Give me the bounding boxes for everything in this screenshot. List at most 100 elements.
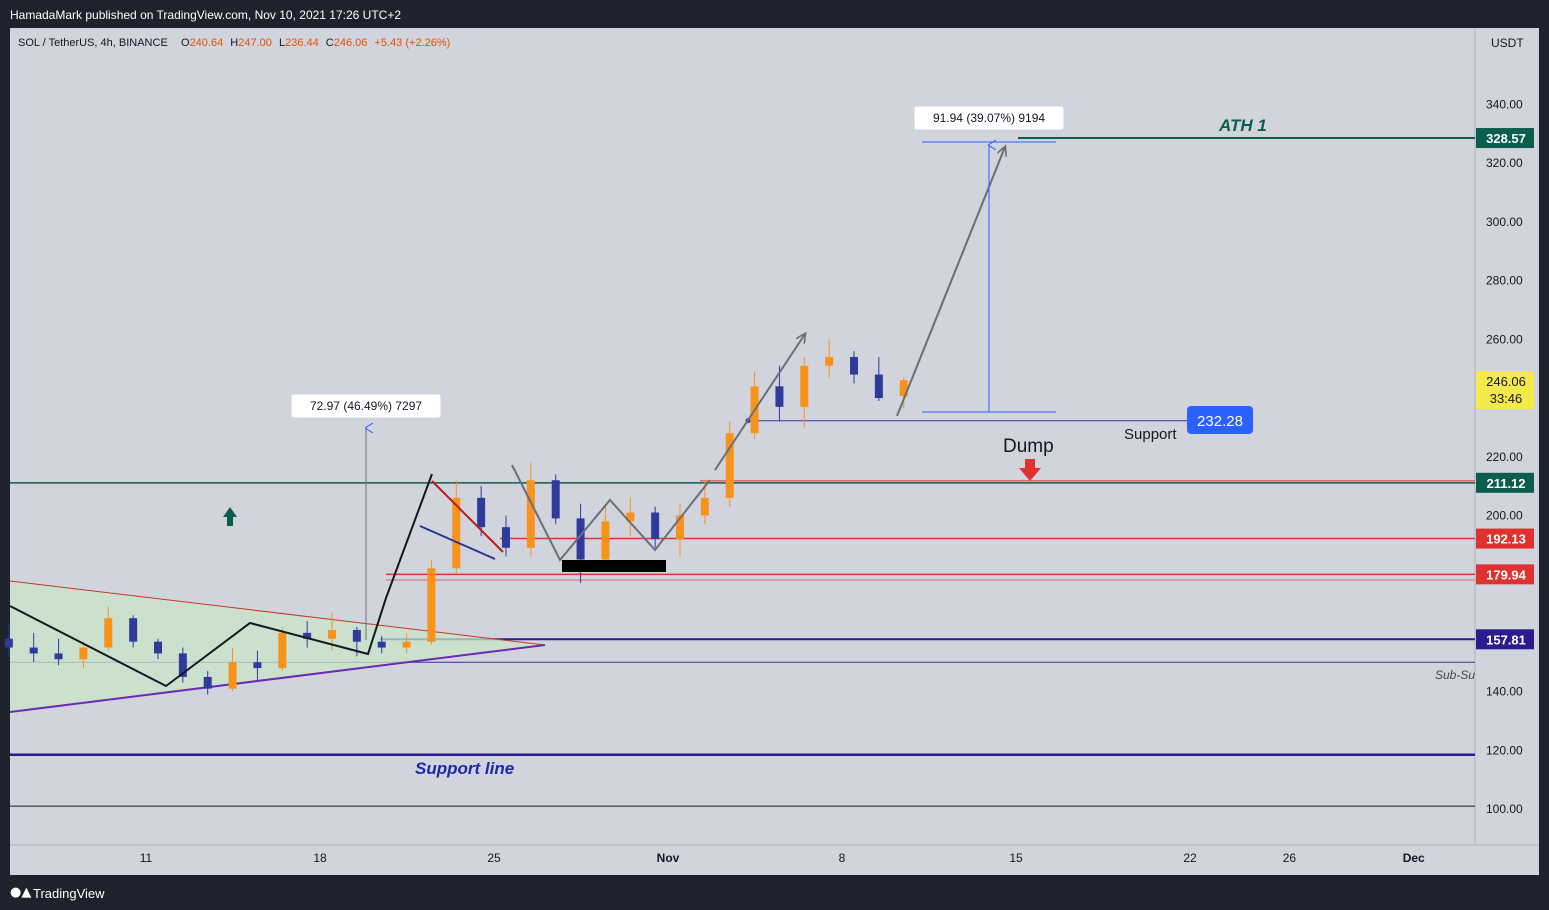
dump-label: Dump [1003,436,1054,457]
price-level-badge [1476,128,1534,149]
currency-label: USDT [1491,36,1524,50]
price-level-badge [1476,629,1534,650]
change-value: +5.43 (+2.26%) [374,37,450,49]
flag-lower-line [419,525,496,560]
y-tick-label: 280.00 [1486,274,1523,288]
candle-body [626,512,635,522]
candle-body [775,386,784,407]
zigzag-black [9,473,433,688]
black-zone [562,560,666,572]
triangle-fill [10,581,545,712]
zigzag-gray [511,464,711,562]
candle-body [800,365,809,407]
candle-body [278,632,287,669]
candle-body [79,647,88,660]
support-label: Support [1124,426,1177,443]
x-tick-label: 18 [313,851,327,865]
high-label: H [230,37,238,49]
x-tick-label: Dec [1403,851,1425,865]
price-level-badge [1476,472,1534,493]
publisher-text: HamadaMark published on TradingView.com,… [10,8,402,22]
candle-body [874,374,883,399]
triangle-upper-line [9,580,546,646]
ath-label: ATH 1 [1218,116,1267,135]
chart-frame [10,28,1539,875]
x-tick-label: 15 [1009,851,1023,865]
up-arrow-icon [223,507,237,526]
candle-body [328,629,336,639]
ohlc-label: O240.64 H247.00 L236.44 C246.06 +5.43 (+… [181,37,450,49]
publisher-bar: HamadaMark published on TradingView.com,… [0,0,1549,28]
measure-box-1[interactable] [290,393,442,419]
candle-body [676,515,684,539]
projection-arrow-2 [896,147,1005,417]
candle-body [129,618,138,642]
price-level-badge [1476,564,1534,585]
price-labels: 328.57 211.12 192.13 179.94 157.81 [1476,128,1534,650]
measure-text-1: 72.97 (46.49%) 7297 [310,399,422,413]
candle-body [203,676,212,689]
candle-body [228,662,237,689]
candle-body [402,641,411,648]
x-tick-label: 22 [1183,851,1197,865]
x-tick-label: 25 [487,851,501,865]
y-tick-label: 100.00 [1486,802,1523,816]
tradingview-logo-icon[interactable]: ●▲ [10,885,32,900]
projection-arrow-1 [714,334,805,471]
candle-body [452,497,461,569]
candle-body [601,521,610,560]
low-value: 236.44 [285,37,319,49]
candle-body [651,512,660,539]
candle-body [253,662,262,669]
y-tick-label: 200.00 [1486,508,1523,522]
measure-text-2: 91.94 (39.07%) 9194 [933,111,1045,125]
candle-body [725,433,734,498]
symbol-label: SOL / TetherUS, 4h, BINANCE [18,37,168,49]
open-label: O [181,37,190,49]
candle-body [178,653,187,677]
candle-body [502,527,510,548]
y-tick-label: 220.00 [1486,450,1523,464]
x-tick-label: 8 [839,851,846,865]
current-price-badge [1476,371,1534,409]
open-value: 240.64 [190,37,224,49]
level-lines [10,137,1475,807]
close-value: 246.06 [334,37,368,49]
y-tick-label: 340.00 [1486,98,1523,112]
x-tick-label: 26 [1283,851,1297,865]
candle-body [4,638,13,648]
candle-body [154,641,162,654]
price-level-text: 328.57 [1486,131,1526,146]
candle-body [352,629,361,642]
low-label: L [279,37,285,49]
candle-body [477,497,486,528]
price-level-text: 157.81 [1486,632,1526,647]
x-tick-label: 11 [140,851,153,865]
candle-body [850,356,858,375]
candle-body [899,380,908,397]
candle-body [54,653,63,660]
drawing-shapes [9,580,546,713]
support-price-badge[interactable] [1187,406,1253,434]
drawing-overlays [9,142,1056,688]
candle-body [576,518,585,560]
flag-upper-line [431,480,504,553]
candle-body [700,497,709,516]
price-level-text: 192.13 [1486,532,1526,547]
y-tick-label: 120.00 [1486,743,1523,757]
footer-bar: ●▲ TradingView [0,878,1549,910]
candle-body [551,480,560,519]
sub-support-label: Sub-Su [1435,668,1475,682]
close-label: C [326,37,334,49]
current-price-text: 246.06 [1486,374,1526,389]
axes: 340.00 320.00 300.00 280.00 260.00 220.00 200.… [140,98,1523,866]
price-level-text: 179.94 [1486,567,1527,582]
triangle-lower-line [9,644,546,713]
y-tick-label: 300.00 [1486,215,1523,229]
candle-body [825,356,834,366]
brand-name[interactable]: TradingView [33,886,105,901]
measure-box-2[interactable] [913,105,1065,131]
support-price-text: 232.28 [1197,413,1243,430]
high-value: 247.00 [238,37,272,49]
